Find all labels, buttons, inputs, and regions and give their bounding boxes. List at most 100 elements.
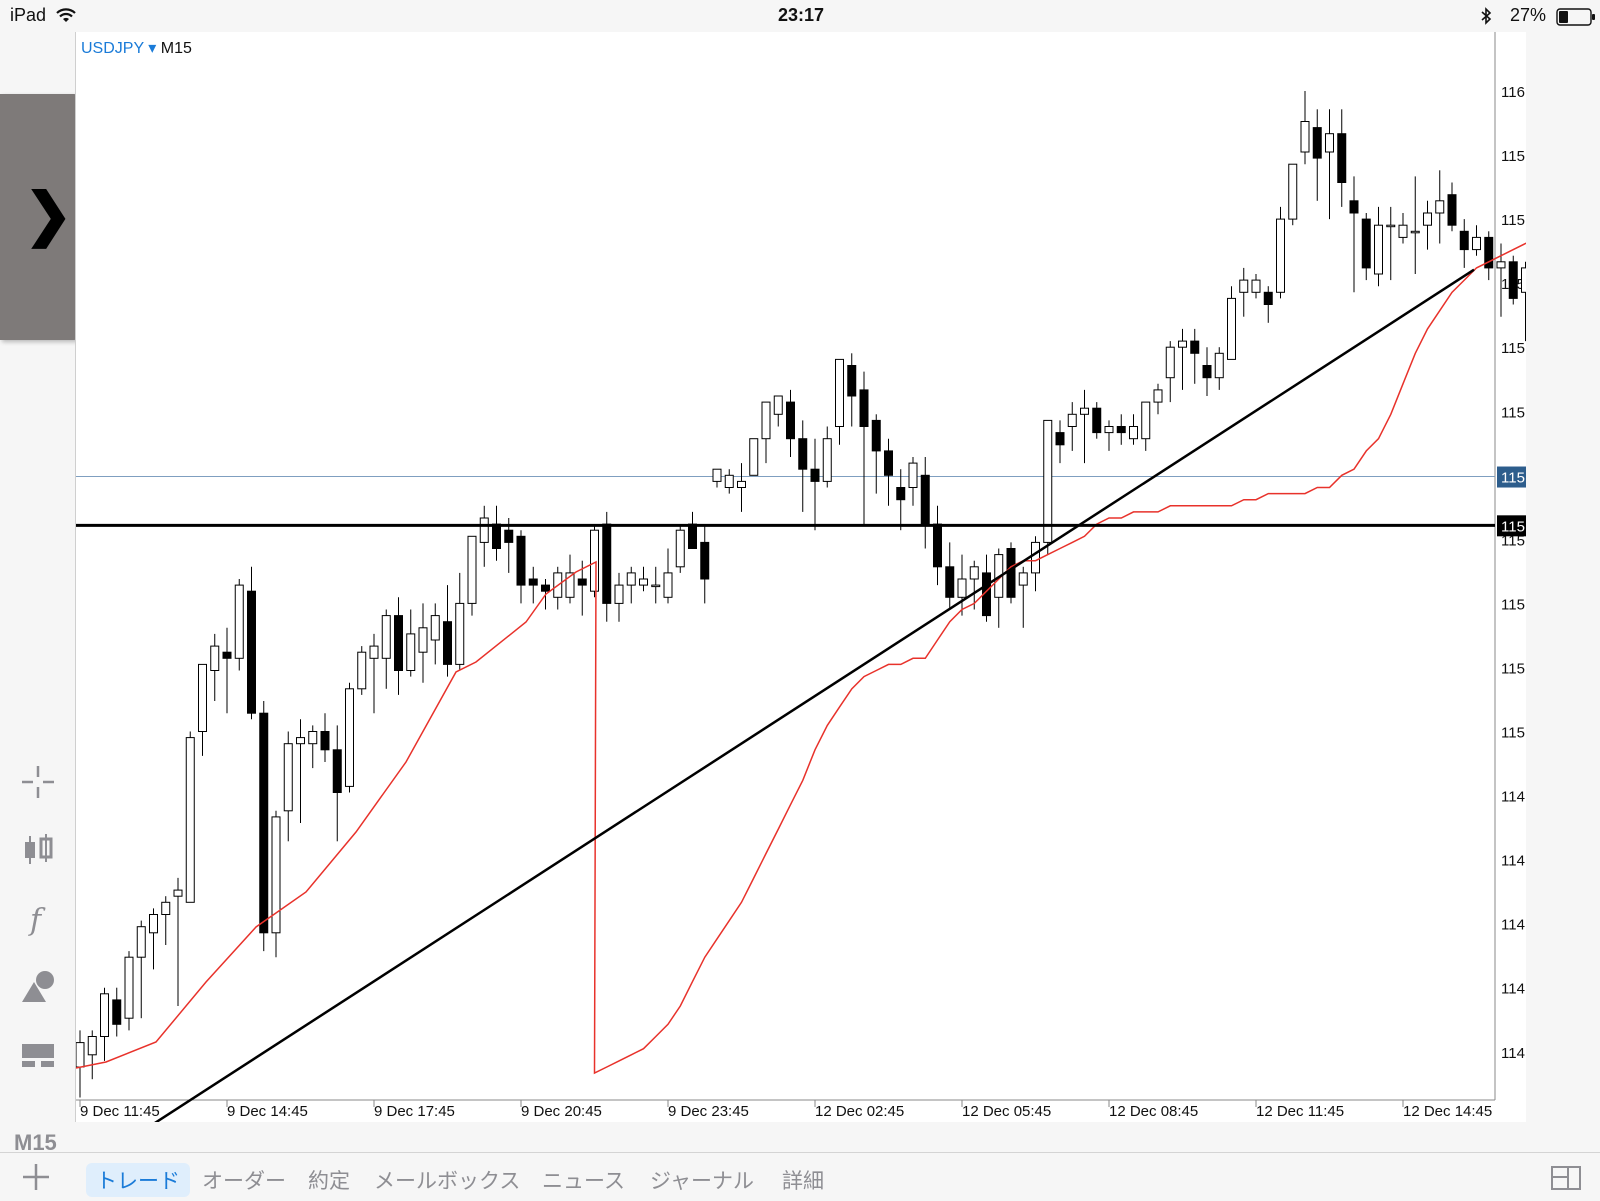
- candle-bullish: [271, 816, 281, 934]
- candle-bearish: [332, 749, 342, 793]
- candle-bearish: [786, 401, 795, 440]
- tab-mailbox[interactable]: メールボックス: [374, 1170, 521, 1193]
- price-tick-label: 115.000: [1501, 725, 1526, 742]
- drawer-handle[interactable]: ❯: [0, 94, 78, 340]
- candle-bearish: [933, 523, 942, 568]
- candle-bearish: [810, 468, 820, 482]
- tab-journal[interactable]: ジャーナル: [650, 1170, 754, 1193]
- price-chart[interactable]: 116.050115.945115.840115.735115.630115.5…: [76, 32, 1526, 1122]
- candle-bullish: [1398, 224, 1408, 238]
- candle-bullish: [1386, 224, 1396, 228]
- time-tick-label: 12 Dec 14:45: [1403, 1103, 1492, 1120]
- candle-bullish: [1251, 279, 1261, 293]
- candle-bullish: [1031, 541, 1040, 574]
- price-tick-label: 115.315: [1501, 532, 1526, 549]
- candle-bearish: [112, 999, 122, 1025]
- candle-bearish: [1484, 236, 1494, 269]
- candle-bearish: [1337, 133, 1347, 183]
- crosshair-icon[interactable]: [18, 762, 58, 802]
- price-tick-label: 114.685: [1501, 917, 1526, 934]
- bluetooth-icon: [1481, 7, 1492, 25]
- candle-bullish: [1129, 426, 1138, 440]
- add-icon[interactable]: [20, 1161, 52, 1193]
- candle-bearish: [871, 419, 881, 452]
- candle-bullish: [1153, 389, 1163, 403]
- candle-bearish: [528, 578, 538, 586]
- price-tick-label: 116.050: [1501, 84, 1526, 101]
- candle-bullish: [381, 615, 391, 659]
- chart-timeframe: M15: [160, 40, 192, 57]
- candle-bullish: [712, 468, 722, 482]
- candle-bearish: [1190, 340, 1200, 354]
- tab-details[interactable]: 詳細: [782, 1170, 824, 1193]
- tab-deals[interactable]: 約定: [308, 1170, 350, 1193]
- candle-bearish: [492, 523, 501, 550]
- symbol-name: USDJPY: [81, 40, 144, 57]
- objects-icon[interactable]: [18, 966, 58, 1006]
- time-tick-label: 9 Dec 20:45: [521, 1103, 602, 1120]
- left-toolbar: ❯ f M15: [0, 32, 78, 1155]
- price-tick-label: 115.210: [1501, 596, 1526, 613]
- svg-text:f: f: [28, 903, 46, 938]
- time-tick-label: 9 Dec 14:45: [227, 1103, 308, 1120]
- tab-trade[interactable]: トレード: [86, 1163, 190, 1197]
- device-name: iPad: [10, 5, 47, 25]
- tab-news[interactable]: ニュース: [542, 1170, 625, 1193]
- candle-bearish: [1263, 291, 1273, 305]
- candle-bearish: [222, 651, 232, 659]
- candle-bullish: [1018, 572, 1028, 586]
- price-tick-label: 115.630: [1501, 340, 1526, 357]
- candle-bullish: [124, 956, 134, 1019]
- candle-bearish: [798, 438, 808, 470]
- candle-bullish: [369, 645, 379, 659]
- candle-bearish: [1006, 548, 1016, 598]
- candle-bullish: [100, 993, 109, 1037]
- price-tick-label: 115.105: [1501, 660, 1526, 677]
- candle-bullish: [1141, 401, 1151, 440]
- chevron-right-icon: ❯: [24, 182, 73, 247]
- candle-bearish: [859, 389, 869, 427]
- candle-bullish: [76, 1042, 85, 1068]
- layout-icon[interactable]: [1550, 1163, 1582, 1193]
- candle-bullish: [87, 1036, 97, 1056]
- candle-bullish: [639, 578, 648, 586]
- candle-bullish: [565, 572, 575, 598]
- candle-bearish: [884, 450, 893, 476]
- candle-bullish: [835, 358, 844, 427]
- candle-bearish: [1508, 261, 1518, 299]
- candle-bearish: [602, 523, 612, 604]
- time-tick-label: 9 Dec 17:45: [374, 1103, 455, 1120]
- symbol-selector[interactable]: USDJPY ▾ M15: [81, 38, 192, 58]
- candle-bullish: [479, 517, 489, 543]
- candle-bullish: [675, 529, 685, 568]
- candle-bullish: [198, 663, 207, 733]
- timeframe-button[interactable]: M15: [14, 1130, 57, 1155]
- chart-area[interactable]: 116.050115.945115.840115.735115.630115.5…: [75, 32, 1526, 1122]
- candle-bullish: [1067, 413, 1077, 427]
- moving-average-line: [76, 242, 1526, 1075]
- candle-bullish: [626, 572, 636, 586]
- indicators-icon[interactable]: f: [18, 898, 58, 938]
- candle-bullish: [357, 651, 367, 690]
- wifi-icon: [56, 8, 76, 22]
- layout-toggle-icon[interactable]: [18, 1034, 58, 1074]
- candle-bearish: [247, 590, 256, 714]
- hline-price-label: 115.338: [1501, 518, 1526, 535]
- candle-bullish: [296, 737, 305, 745]
- candle-bearish: [516, 535, 526, 586]
- price-tick-label: 114.580: [1501, 981, 1526, 998]
- chart-type-icon[interactable]: [18, 830, 58, 870]
- candle-bearish: [504, 529, 514, 543]
- candle-bullish: [590, 529, 599, 592]
- dropdown-icon: ▾: [148, 40, 157, 57]
- battery-icon: [1556, 8, 1595, 26]
- candle-bullish: [1227, 297, 1236, 360]
- candle-bullish: [737, 480, 746, 488]
- candle-bearish: [945, 566, 955, 598]
- candle-bearish: [1459, 230, 1469, 251]
- candle-bullish: [957, 578, 967, 598]
- tab-orders[interactable]: オーダー: [202, 1170, 286, 1193]
- battery-percent: 27%: [1510, 5, 1547, 25]
- candle-bearish: [259, 712, 269, 934]
- candle-bullish: [149, 914, 158, 934]
